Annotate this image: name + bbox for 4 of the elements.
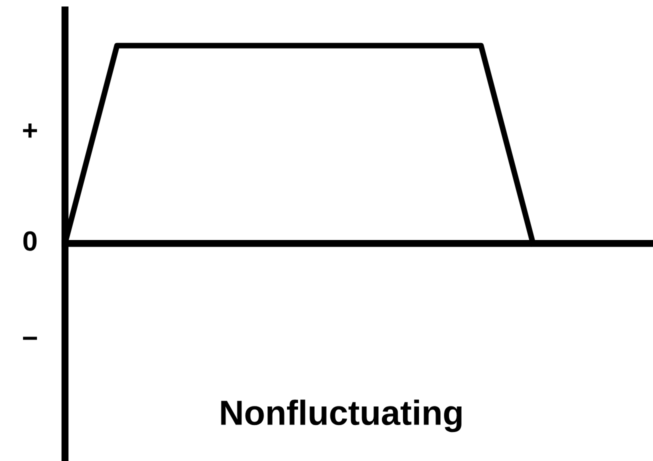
text: − <box>23 336 37 340</box>
text: + <box>23 124 37 138</box>
text: 0 <box>23 231 37 251</box>
text: Nonfluctuating <box>221 400 462 432</box>
